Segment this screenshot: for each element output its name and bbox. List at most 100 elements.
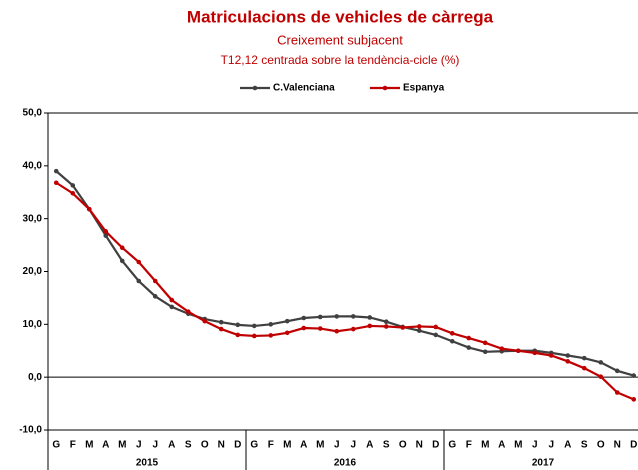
year-label: 2016 <box>334 458 357 469</box>
marker <box>301 315 307 321</box>
marker <box>268 322 274 327</box>
marker <box>202 318 208 324</box>
marker <box>136 259 142 265</box>
marker <box>86 206 92 212</box>
x-tick-label: G <box>52 440 60 451</box>
marker <box>548 353 554 358</box>
marker <box>482 340 488 346</box>
marker <box>284 318 290 324</box>
marker <box>367 315 373 320</box>
marker <box>136 278 142 284</box>
legend-label: Espanya <box>403 83 445 94</box>
marker <box>218 319 224 325</box>
x-tick-label: M <box>481 440 489 451</box>
year-label: 2017 <box>532 458 555 469</box>
marker <box>268 333 274 338</box>
y-tick-label: 40,0 <box>23 160 43 171</box>
chart-subtitle: T12,12 centrada sobre la tendència-cicle… <box>221 53 460 67</box>
marker <box>499 346 505 351</box>
x-tick-label: N <box>218 440 225 451</box>
y-tick-label: 10,0 <box>23 319 43 330</box>
marker <box>449 331 455 336</box>
marker <box>416 324 422 329</box>
x-tick-label: J <box>532 440 538 451</box>
marker <box>218 326 224 332</box>
legend-marker <box>382 85 388 91</box>
marker <box>532 350 538 356</box>
marker <box>367 323 373 329</box>
marker <box>53 168 59 174</box>
marker <box>350 314 356 319</box>
marker <box>334 314 340 319</box>
marker <box>251 323 257 329</box>
chart-title: Matriculacions de vehicles de càrrega <box>187 7 494 26</box>
x-tick-label: J <box>152 440 158 451</box>
x-tick-label: G <box>250 440 258 451</box>
x-tick-label: N <box>416 440 423 451</box>
marker <box>284 330 290 336</box>
marker <box>235 332 241 338</box>
x-tick-label: A <box>102 440 109 451</box>
marker <box>631 397 637 402</box>
x-tick-label: F <box>70 440 76 451</box>
x-tick-label: M <box>283 440 291 451</box>
marker <box>598 374 604 379</box>
marker <box>565 353 571 358</box>
marker <box>581 355 587 361</box>
marker <box>152 278 158 284</box>
marker <box>350 326 356 332</box>
marker <box>581 365 587 371</box>
y-tick-label: 30,0 <box>23 213 43 224</box>
x-tick-label: S <box>383 440 390 451</box>
x-tick-label: A <box>168 440 175 451</box>
x-tick-label: O <box>399 440 407 451</box>
marker <box>614 368 620 374</box>
x-tick-label: F <box>466 440 472 451</box>
x-tick-label: J <box>350 440 356 451</box>
marker <box>301 325 307 331</box>
y-tick-label: -10,0 <box>19 425 42 436</box>
marker <box>383 319 389 324</box>
y-tick-label: 0,0 <box>28 372 42 383</box>
x-tick-label: F <box>268 440 274 451</box>
x-tick-label: D <box>630 440 637 451</box>
marker <box>449 338 455 344</box>
x-tick-label: D <box>234 440 241 451</box>
marker <box>251 333 257 339</box>
x-tick-label: J <box>548 440 554 451</box>
x-tick-label: M <box>514 440 522 451</box>
marker <box>400 325 406 330</box>
x-tick-label: O <box>597 440 605 451</box>
series-line <box>55 170 635 377</box>
x-tick-label: A <box>564 440 571 451</box>
marker <box>185 309 191 314</box>
y-tick-label: 50,0 <box>23 108 43 119</box>
chart-subtitle: Creixement subjacent <box>277 32 403 47</box>
marker <box>70 183 76 188</box>
marker <box>169 297 175 303</box>
marker <box>334 328 340 334</box>
marker <box>565 359 571 364</box>
x-tick-label: A <box>300 440 307 451</box>
legend-label: C.Valenciana <box>273 83 335 94</box>
x-tick-label: S <box>185 440 192 451</box>
x-tick-label: J <box>136 440 142 451</box>
marker <box>614 390 620 395</box>
marker <box>103 229 109 234</box>
legend-marker <box>252 85 258 91</box>
x-tick-label: A <box>498 440 505 451</box>
marker <box>598 360 604 365</box>
x-tick-label: S <box>581 440 588 451</box>
x-tick-label: N <box>614 440 621 451</box>
marker <box>383 324 389 329</box>
marker <box>103 233 109 238</box>
x-tick-label: M <box>118 440 126 451</box>
x-tick-label: O <box>201 440 209 451</box>
marker <box>317 326 323 331</box>
marker <box>515 348 521 354</box>
marker <box>631 373 637 378</box>
marker <box>53 180 59 186</box>
marker <box>416 328 422 333</box>
marker <box>317 314 323 320</box>
